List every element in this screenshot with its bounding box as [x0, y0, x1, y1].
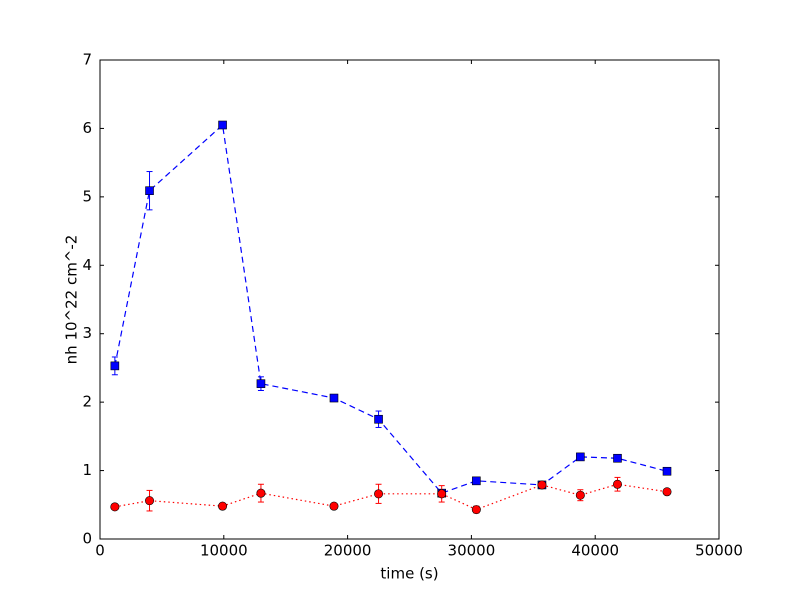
series-line: [114, 483, 668, 511]
point: [256, 379, 266, 388]
point: [329, 501, 339, 511]
point: [329, 393, 339, 403]
point: [576, 452, 585, 462]
point: [575, 490, 585, 500]
y-tick-label: 5: [82, 187, 92, 205]
point: [145, 496, 155, 506]
x-tick-label: 50000: [695, 542, 743, 560]
x-tick-label: 30000: [448, 542, 496, 560]
point: [471, 505, 481, 515]
y-tick-label: 0: [82, 530, 92, 548]
series-line: [114, 123, 668, 494]
x-tick-label: 0: [95, 542, 105, 560]
y-tick-label: 4: [82, 256, 92, 274]
y-tick-label: 1: [82, 461, 92, 479]
y-tick-label: 6: [82, 119, 92, 137]
point: [374, 489, 384, 499]
point: [437, 489, 447, 499]
x-tick-label: 10000: [200, 542, 248, 560]
y-tick-label: 7: [82, 51, 92, 69]
point: [218, 120, 227, 130]
point: [472, 476, 481, 486]
point: [662, 487, 672, 497]
point: [612, 479, 622, 489]
point: [256, 488, 266, 498]
x-tick-label: 40000: [571, 542, 619, 560]
point: [110, 361, 120, 371]
point: [613, 453, 622, 463]
point: [218, 501, 228, 511]
x-axis-label: time (s): [380, 565, 438, 583]
point: [110, 502, 120, 512]
point: [374, 414, 383, 424]
y-tick-label: 3: [82, 324, 92, 342]
point: [537, 480, 547, 490]
x-tick-label: 20000: [324, 542, 372, 560]
y-tick-label: 2: [82, 393, 92, 411]
point: [662, 466, 672, 476]
point: [145, 186, 154, 195]
y-axis-label: nh 10^22 cm^-2: [63, 235, 81, 365]
plot-frame: [99, 59, 720, 540]
